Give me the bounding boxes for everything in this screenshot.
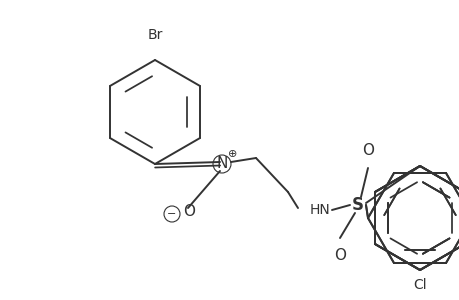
Text: O: O	[183, 205, 195, 220]
Text: Br: Br	[147, 28, 162, 42]
Text: N: N	[216, 157, 227, 172]
Text: ⊕: ⊕	[228, 149, 237, 159]
Text: S: S	[351, 196, 363, 214]
Text: O: O	[361, 143, 373, 158]
Text: Cl: Cl	[412, 278, 426, 292]
Text: HN: HN	[309, 203, 330, 217]
Text: O: O	[333, 248, 345, 263]
Text: −: −	[167, 209, 176, 219]
